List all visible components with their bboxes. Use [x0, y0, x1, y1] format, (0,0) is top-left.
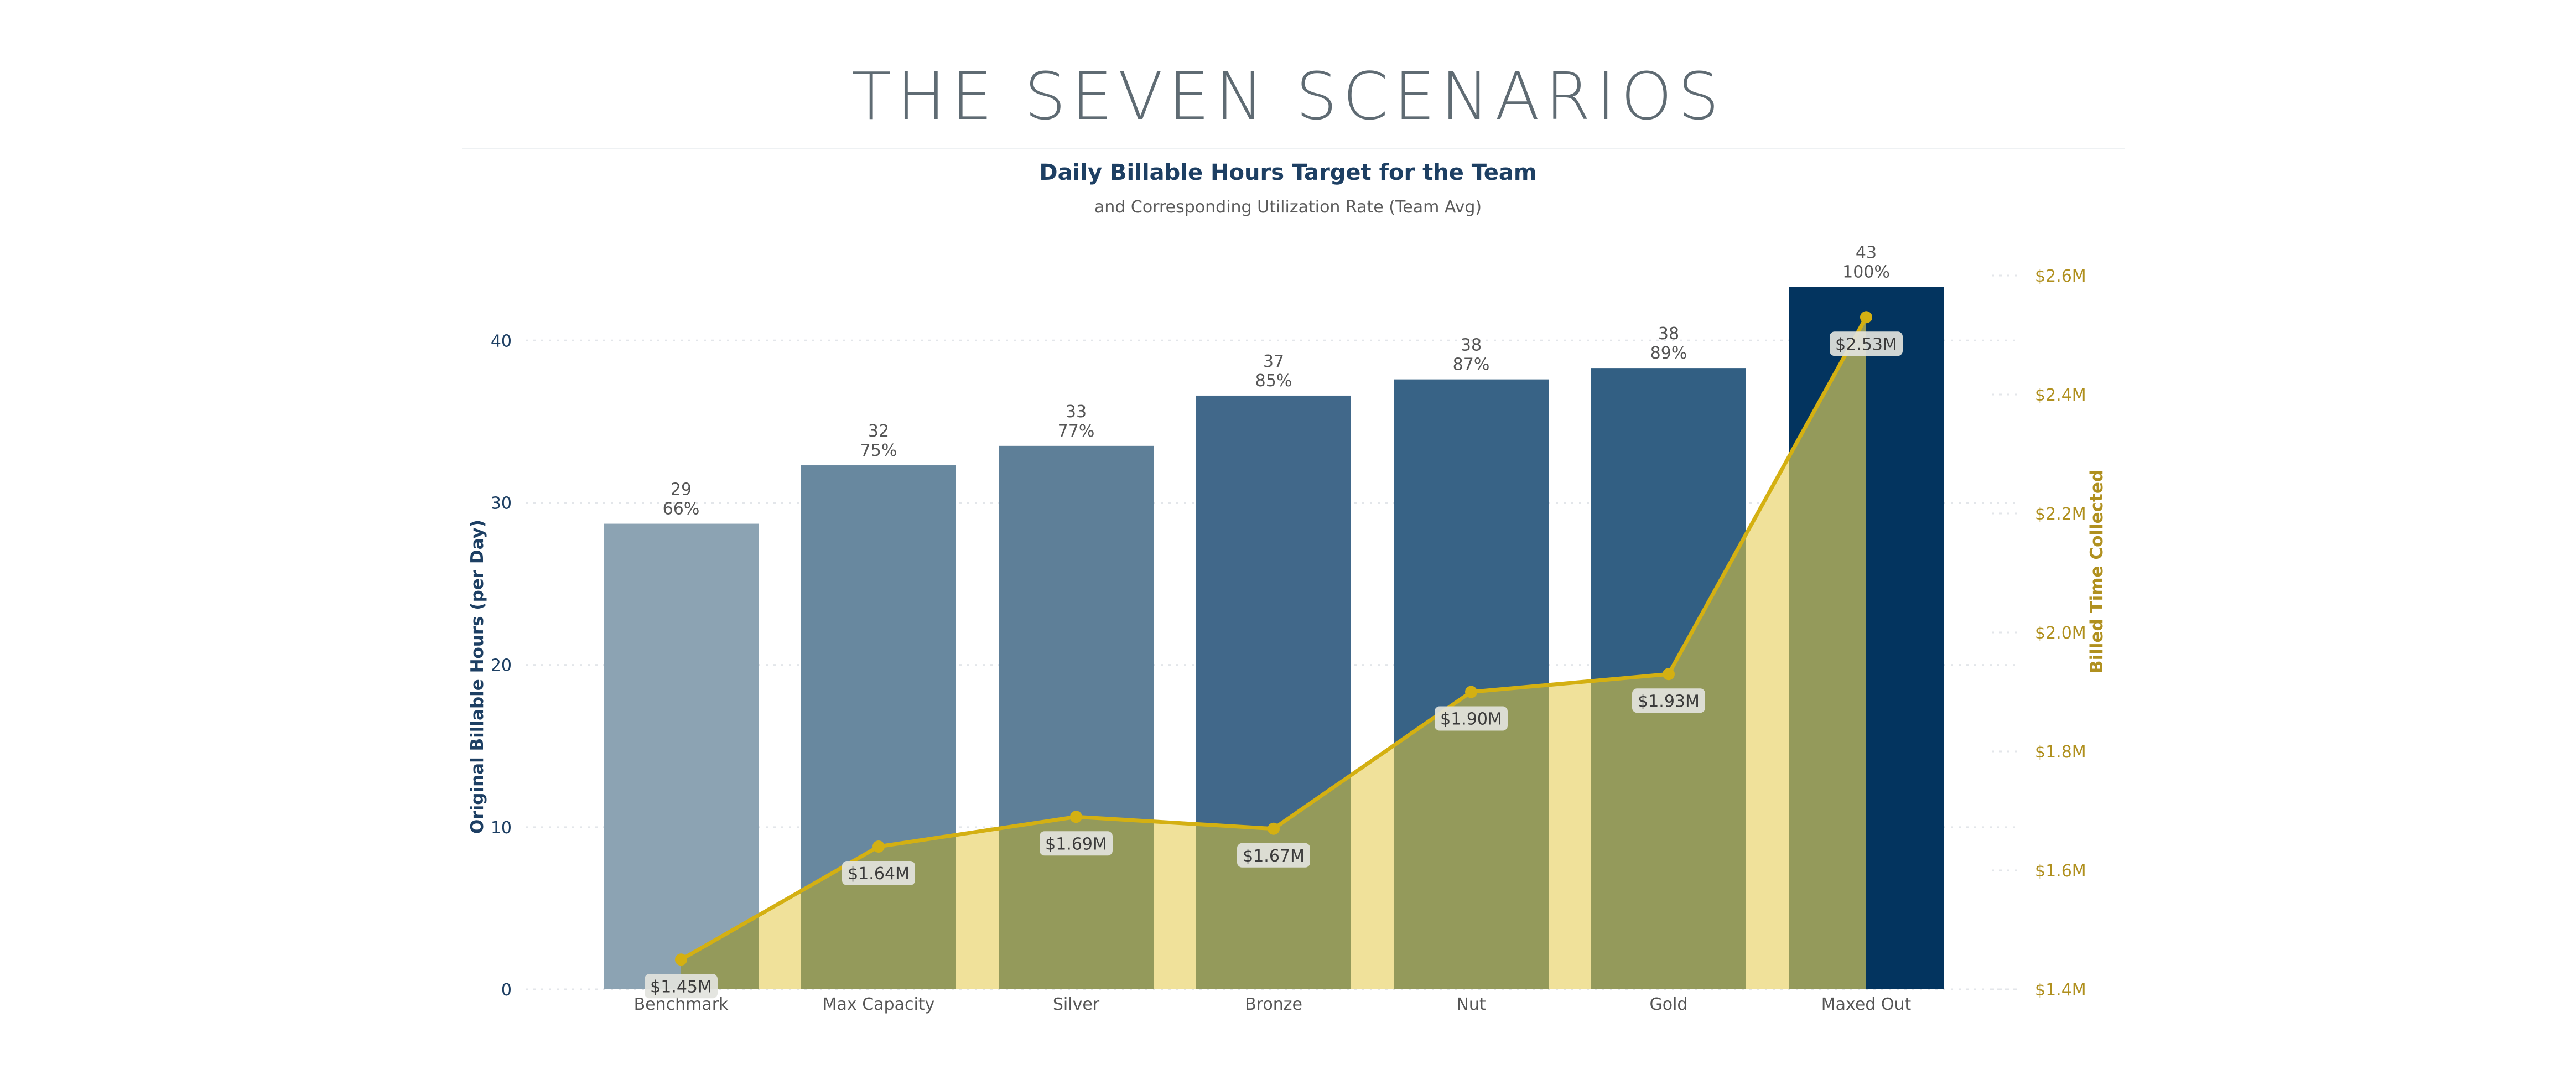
y-tick-label: 0	[501, 980, 512, 1000]
line-point	[1070, 811, 1082, 823]
line-point	[872, 840, 885, 853]
x-tick-label: Bronze	[1245, 995, 1302, 1014]
line-value-label-bg	[1435, 706, 1508, 731]
utilization-label: 66%	[663, 500, 700, 519]
utilization-label: 89%	[1650, 344, 1687, 363]
line-point	[1860, 311, 1872, 324]
bar-value-label: 33	[1066, 402, 1087, 422]
y2-tick-label: $2.0M	[2035, 624, 2086, 643]
billed-area-fill	[681, 317, 1866, 989]
line-value-label-bg	[1830, 331, 1903, 356]
billed-area	[681, 317, 1866, 989]
line-value-label: $2.53M	[1835, 335, 1897, 354]
line-value-label: $1.69M	[1045, 834, 1107, 854]
y2-tick-label: $1.6M	[2035, 862, 2086, 881]
bar	[604, 523, 759, 989]
utilization-label: 85%	[1255, 371, 1292, 391]
line-value-label-bg	[1632, 688, 1705, 713]
line-value-label-bg	[645, 974, 718, 999]
title-divider	[462, 148, 2125, 149]
page-title: THE SEVEN SCENARIOS	[851, 58, 1725, 134]
line-point	[1663, 668, 1675, 681]
data-labels: 2966%3275%3377%3785%3887%3889%43100%$1.4…	[645, 243, 1903, 999]
bar-value-label: 38	[1658, 324, 1679, 344]
x-tick-label: Maxed Out	[1821, 995, 1912, 1014]
y2-tick-label: $2.2M	[2035, 505, 2086, 524]
chart-title: Daily Billable Hours Target for the Team	[1039, 160, 1536, 185]
x-tick-label: Nut	[1456, 995, 1486, 1014]
chart-subtitle: and Corresponding Utilization Rate (Team…	[1094, 198, 1482, 217]
utilization-label: 77%	[1058, 422, 1095, 441]
x-tick-label: Max Capacity	[823, 995, 935, 1014]
line-value-label: $1.90M	[1440, 710, 1502, 729]
x-tick-label: Silver	[1053, 995, 1100, 1014]
y-tick-label: 10	[491, 818, 512, 838]
bar-value-label: 38	[1461, 336, 1482, 355]
bar-value-label: 32	[868, 422, 889, 441]
line-value-label: $1.64M	[848, 864, 910, 884]
line-point	[1465, 686, 1477, 698]
y2-tick-label: $2.4M	[2035, 386, 2086, 405]
line-point	[1268, 822, 1280, 835]
x-tick-label: Gold	[1650, 995, 1688, 1014]
utilization-label: 75%	[860, 441, 897, 460]
line-point	[675, 953, 687, 966]
y2-tick-label: $2.6M	[2035, 267, 2086, 286]
y2-tick-label: $1.4M	[2035, 980, 2086, 1000]
billed-line	[675, 311, 1872, 966]
bar-value-label: 37	[1263, 352, 1284, 371]
line-value-label: $1.93M	[1638, 692, 1700, 711]
bar-value-label: 29	[671, 480, 692, 500]
axes: 0 10 20 30 40 $1.4M $1.6M $1.8M $2.0M $2.2M $2.4M $…	[468, 267, 2107, 1014]
y-tick-label: 30	[491, 494, 512, 513]
line-value-label-bg	[842, 861, 915, 885]
bar-value-label: 43	[1856, 243, 1877, 263]
line-value-label: $1.45M	[650, 977, 712, 997]
y2-tick-label: $1.8M	[2035, 743, 2086, 762]
utilization-label: 87%	[1453, 355, 1490, 375]
utilization-label: 100%	[1842, 263, 1890, 282]
line-value-label: $1.67M	[1243, 847, 1305, 866]
line-value-label-bg	[1237, 843, 1310, 868]
y-tick-label: 40	[491, 331, 512, 351]
y2-axis-title: Billed Time Collected	[2087, 470, 2107, 673]
y-axis-title: Original Billable Hours (per Day)	[468, 520, 487, 834]
line-value-label-bg	[1040, 831, 1113, 856]
y-tick-label: 20	[491, 656, 512, 676]
